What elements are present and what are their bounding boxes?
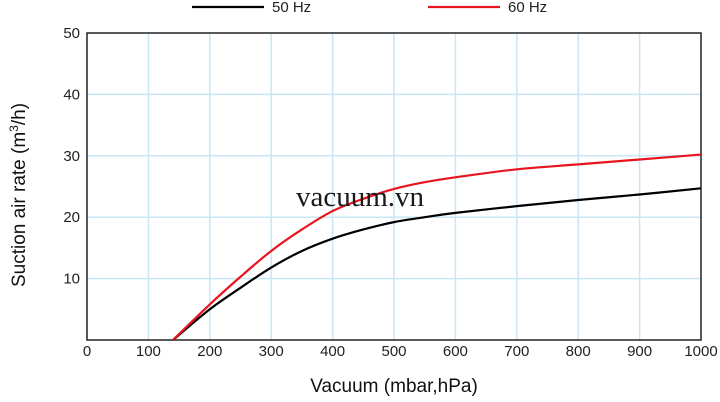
y-axis-label-end: /h) [9, 103, 30, 125]
series-line [172, 187, 702, 341]
series-lines [172, 153, 702, 341]
x-tick-label: 200 [197, 343, 222, 360]
series-line [172, 153, 702, 341]
x-tick-label: 100 [136, 343, 161, 360]
legend-entry: 50 Hz [272, 0, 311, 16]
y-tick-label: 40 [63, 86, 80, 103]
plot-area [86, 32, 702, 341]
plot-frame [86, 32, 702, 341]
y-tick-label: 20 [63, 209, 80, 226]
x-tick-label: 900 [627, 343, 652, 360]
y-tick-label: 10 [63, 271, 80, 288]
x-tick-label: 300 [259, 343, 284, 360]
x-tick-label: 800 [566, 343, 591, 360]
x-tick-label: 500 [381, 343, 406, 360]
x-tick-label: 700 [504, 343, 529, 360]
y-axis-label-sup: 3 [7, 125, 21, 132]
y-tick-label: 50 [63, 25, 80, 42]
x-tick-label: 0 [83, 343, 91, 360]
x-tick-label: 600 [443, 343, 468, 360]
x-axis-ticks: 0 100 200 300 400 500 600 700 800 900 1000 [83, 343, 718, 360]
y-tick-label: 30 [63, 148, 80, 165]
x-tick-label: 1000 [684, 343, 717, 360]
y-axis-ticks: 10 20 30 40 50 [63, 25, 80, 288]
legend: 50 Hz 60 Hz [192, 0, 547, 16]
x-axis-label: Vacuum (mbar,hPa) [310, 376, 478, 397]
y-axis-label-main: Suction air rate (m [9, 132, 30, 287]
grid-lines [87, 33, 701, 340]
x-tick-label: 400 [320, 343, 345, 360]
legend-entry: 60 Hz [508, 0, 547, 16]
y-axis-label: Suction air rate (m3/h) [7, 103, 30, 287]
watermark-text: vacuum.vn [296, 181, 425, 213]
